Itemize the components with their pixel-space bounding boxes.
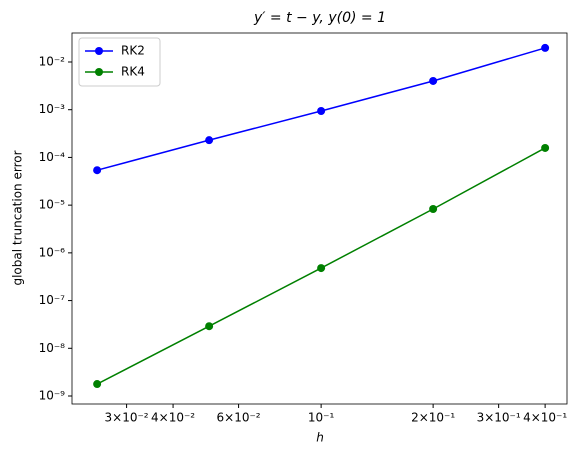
legend-label: RK4 — [121, 65, 145, 79]
marker — [317, 106, 326, 115]
plot-frame — [71, 32, 568, 405]
y-tick-label: 10⁻⁶ — [39, 245, 66, 259]
x-tick-label: 10⁻¹ — [308, 411, 335, 425]
legend-marker — [95, 47, 103, 55]
y-tick-label: 10⁻⁷ — [39, 293, 66, 307]
x-tick-label: 4×10⁻¹ — [523, 411, 567, 425]
legend-label: RK2 — [121, 44, 145, 58]
x-tick-label: 4×10⁻² — [151, 411, 195, 425]
x-tick-label: 6×10⁻² — [217, 411, 261, 425]
legend-marker — [95, 68, 103, 76]
y-tick-label: 10⁻³ — [39, 102, 66, 116]
marker — [541, 43, 550, 52]
x-tick-label: 2×10⁻¹ — [411, 411, 455, 425]
y-tick-label: 10⁻⁴ — [39, 150, 66, 164]
legend-box — [78, 37, 161, 87]
chart-title: y′ = t − y, y(0) = 1 — [253, 10, 386, 26]
y-tick-label: 10⁻⁵ — [39, 198, 66, 212]
x-tick-label: 3×10⁻² — [105, 411, 149, 425]
marker — [429, 76, 438, 85]
marker — [317, 264, 326, 273]
marker — [205, 136, 214, 145]
marker — [429, 204, 438, 213]
y-tick-label: 10⁻² — [39, 54, 66, 68]
x-tick-label: 3×10⁻¹ — [477, 411, 521, 425]
marker — [541, 143, 550, 152]
marker — [205, 322, 214, 331]
y-tick-label: 10⁻⁸ — [39, 341, 66, 355]
marker — [93, 380, 102, 389]
y-axis-label: global truncation error — [11, 150, 25, 285]
y-tick-label: 10⁻⁹ — [39, 389, 66, 403]
x-axis-label: h — [316, 431, 324, 445]
marker — [93, 166, 102, 175]
